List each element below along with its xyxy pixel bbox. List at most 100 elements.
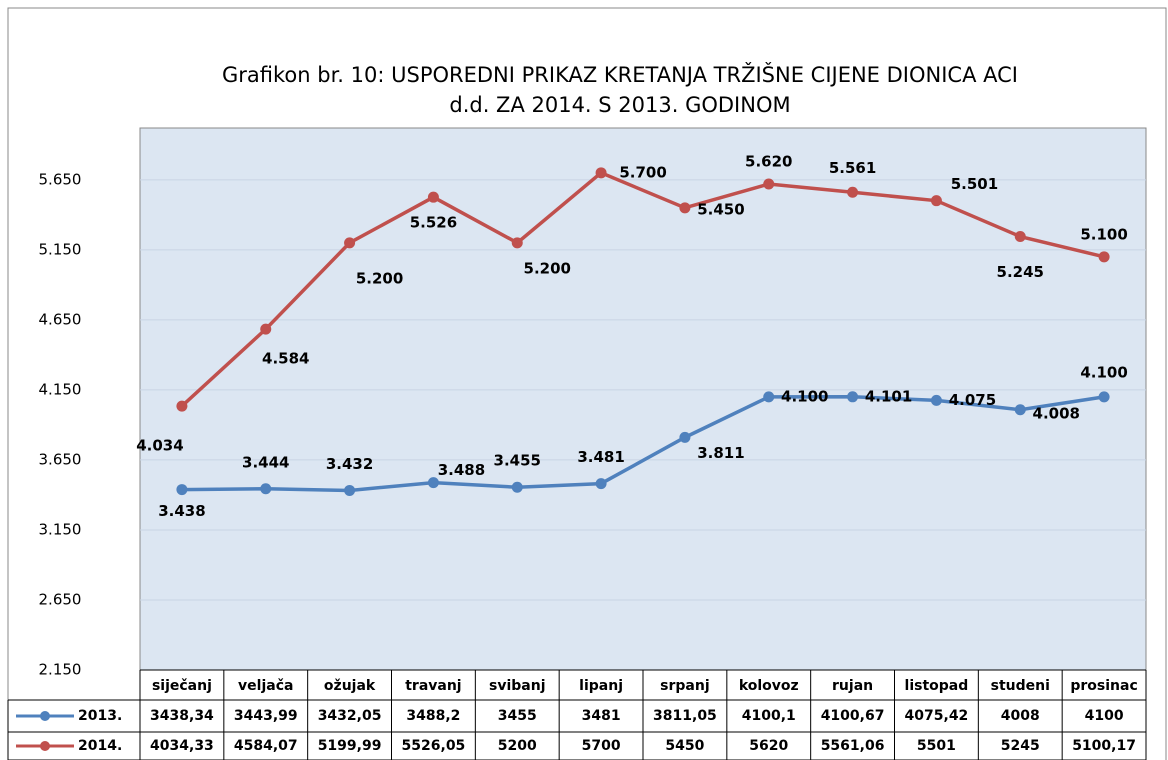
data-label: 4.075	[949, 391, 996, 409]
table-cell: 5450	[665, 738, 704, 754]
data-label: 3.432	[326, 455, 373, 473]
marker	[930, 394, 942, 406]
x-tick-label: travanj	[405, 678, 461, 694]
x-tick-label: srpanj	[660, 678, 709, 694]
x-tick-label: svibanj	[489, 678, 546, 694]
y-tick-label: 4.150	[39, 380, 82, 398]
marker	[595, 167, 607, 179]
data-label: 5.700	[619, 163, 666, 181]
data-label: 3.488	[438, 461, 485, 479]
marker	[511, 237, 523, 249]
table-cell: 5199,99	[318, 738, 382, 754]
marker	[1014, 231, 1026, 243]
table-cell: 4075,42	[905, 708, 969, 724]
table-cell: 5100,17	[1072, 738, 1136, 754]
table-cell: 4034,33	[150, 738, 214, 754]
x-tick-label: lipanj	[579, 678, 623, 694]
data-label: 3.444	[242, 453, 289, 471]
table-cell: 5561,06	[821, 738, 885, 754]
table-cell: 5700	[582, 738, 621, 754]
table-cell: 4100	[1085, 708, 1124, 724]
y-tick-label: 3.650	[39, 450, 82, 468]
data-label: 4.584	[262, 350, 309, 368]
data-label: 3.455	[494, 452, 541, 470]
data-label: 5.526	[410, 214, 457, 232]
legend-label: 2014.	[78, 738, 122, 754]
marker	[763, 178, 775, 190]
marker	[176, 484, 188, 496]
y-tick-label: 5.650	[39, 170, 82, 188]
table-cell: 5200	[498, 738, 537, 754]
data-label: 4.100	[781, 387, 828, 405]
data-label: 5.501	[951, 175, 998, 193]
data-label: 5.100	[1080, 225, 1127, 243]
table-cell: 4008	[1001, 708, 1040, 724]
marker	[679, 202, 691, 214]
data-label: 5.620	[745, 153, 792, 171]
x-tick-label: veljača	[238, 678, 293, 694]
series-line	[181, 395, 1105, 493]
y-tick-label: 4.650	[39, 310, 82, 328]
table-cell: 4584,07	[234, 738, 298, 754]
table-cell: 4100,1	[742, 708, 796, 724]
data-label: 3.811	[697, 444, 744, 462]
marker	[511, 481, 523, 493]
x-tick-label: ožujak	[324, 678, 376, 694]
data-label: 4.008	[1033, 404, 1080, 422]
marker	[1014, 404, 1026, 416]
data-label: 5.200	[524, 259, 571, 277]
table-cell: 5526,05	[402, 738, 466, 754]
chart-title: d.d. ZA 2014. S 2013. GODINOM	[449, 93, 790, 117]
marker	[260, 483, 272, 495]
marker	[763, 391, 775, 403]
table-cell: 5501	[917, 738, 956, 754]
marker	[595, 478, 607, 490]
x-tick-label: siječanj	[152, 678, 212, 694]
data-label: 4.100	[1080, 363, 1127, 381]
x-tick-label: studeni	[991, 678, 1050, 694]
marker	[679, 431, 691, 443]
x-tick-label: prosinac	[1070, 678, 1137, 694]
marker	[930, 195, 942, 207]
marker	[344, 484, 356, 496]
marker	[1098, 251, 1110, 263]
table-cell: 3432,05	[318, 708, 382, 724]
table-cell: 3438,34	[150, 708, 214, 724]
data-label: 5.450	[697, 200, 744, 218]
x-tick-label: kolovoz	[739, 678, 799, 694]
y-tick-label: 2.150	[39, 661, 82, 679]
table-cell: 3455	[498, 708, 537, 724]
data-label: 4.101	[865, 387, 912, 405]
x-tick-label: rujan	[832, 678, 873, 694]
data-label: 3.438	[158, 502, 205, 520]
marker	[847, 186, 859, 198]
series-line	[180, 170, 1105, 408]
table-cell: 3481	[582, 708, 621, 724]
table-cell: 3443,99	[234, 708, 298, 724]
table-cell: 3488,2	[406, 708, 460, 724]
data-label: 5.561	[829, 159, 876, 177]
legend-swatch	[40, 741, 50, 751]
marker	[344, 237, 356, 249]
x-tick-label: listopad	[905, 678, 969, 694]
marker	[260, 323, 272, 335]
table-cell: 5620	[749, 738, 788, 754]
marker	[1098, 391, 1110, 403]
marker	[847, 391, 859, 403]
chart-title: Grafikon br. 10: USPOREDNI PRIKAZ KRETAN…	[222, 62, 1018, 87]
data-label: 3.481	[577, 448, 624, 466]
legend-label: 2013.	[78, 708, 122, 724]
data-label: 4.034	[136, 437, 183, 455]
table-cell: 5245	[1001, 738, 1040, 754]
table-cell: 3811,05	[653, 708, 717, 724]
marker	[176, 400, 188, 412]
table-cell: 4100,67	[821, 708, 885, 724]
y-tick-label: 3.150	[39, 520, 82, 538]
data-label: 5.200	[356, 269, 403, 287]
data-label: 5.245	[997, 263, 1044, 281]
y-tick-label: 5.150	[39, 240, 82, 258]
legend-swatch	[40, 711, 50, 721]
marker	[427, 191, 439, 203]
marker	[427, 477, 439, 489]
